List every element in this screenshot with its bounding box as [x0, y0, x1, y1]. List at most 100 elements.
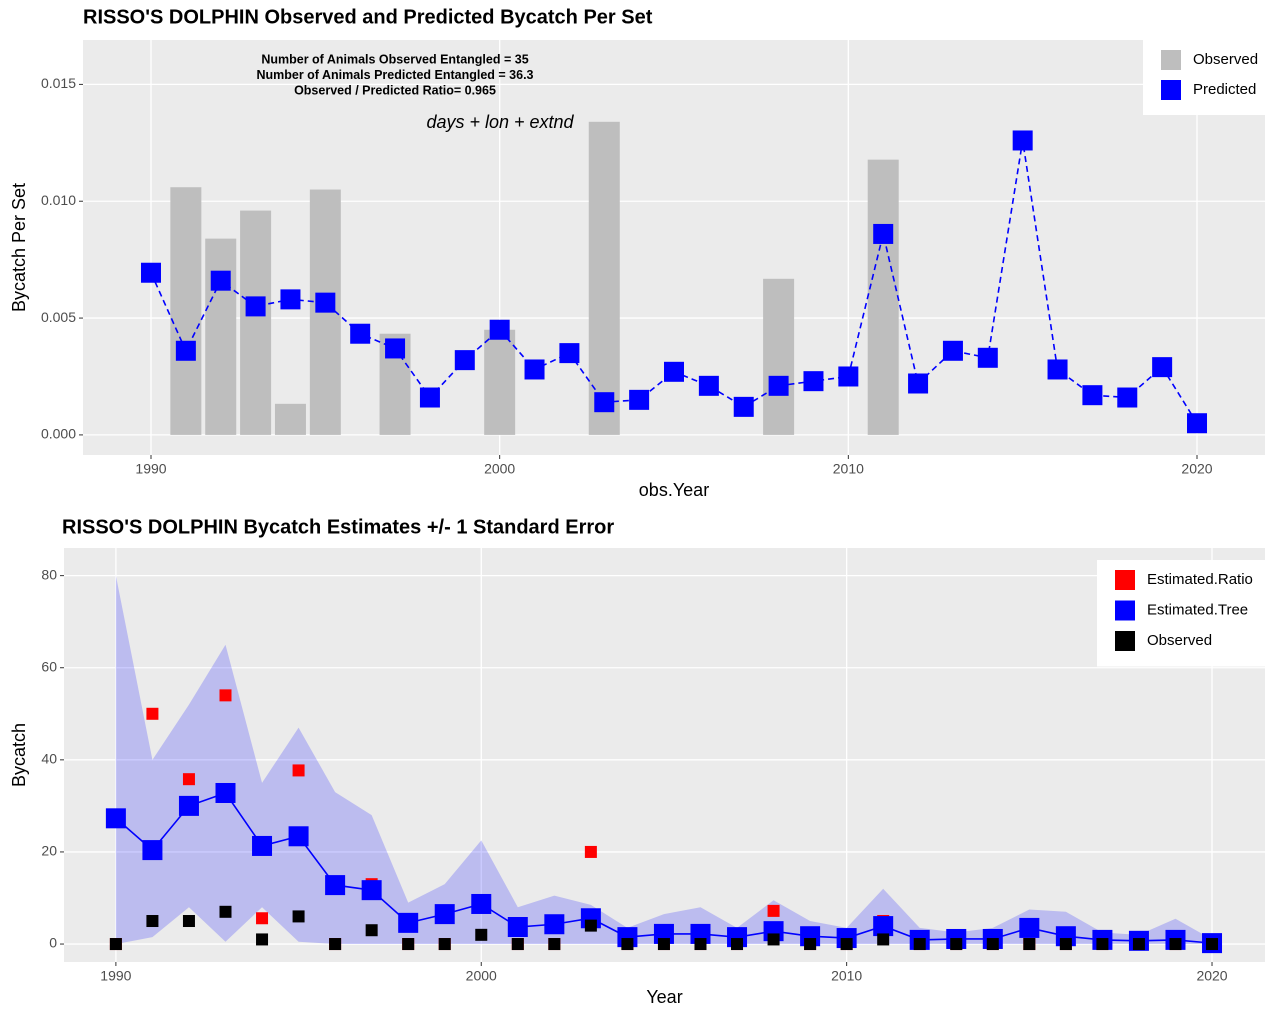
- point: [1047, 359, 1068, 380]
- point: [385, 338, 406, 359]
- point: [252, 835, 273, 856]
- plot-background: [83, 40, 1265, 455]
- point: [942, 340, 963, 361]
- point: [877, 933, 890, 946]
- point: [584, 845, 597, 858]
- annotation: Number of Animals Predicted Entangled = …: [256, 68, 533, 82]
- plot-background: [64, 548, 1265, 962]
- point: [767, 904, 780, 917]
- point: [175, 340, 196, 361]
- point: [1206, 938, 1219, 951]
- bar: [240, 210, 272, 435]
- y-tick-label: 80: [41, 566, 57, 582]
- x-tick-label: 2010: [831, 968, 862, 984]
- point: [1187, 413, 1208, 434]
- point: [1117, 387, 1138, 408]
- bar: [484, 329, 516, 435]
- point: [524, 359, 545, 380]
- point: [475, 928, 488, 941]
- legend-label: Observed: [1193, 51, 1258, 68]
- point: [178, 795, 199, 816]
- point: [256, 912, 269, 925]
- point: [146, 707, 159, 720]
- chart-title: RISSO'S DOLPHIN Bycatch Estimates +/- 1 …: [62, 516, 614, 538]
- point: [1096, 938, 1109, 951]
- point: [329, 938, 342, 951]
- point: [182, 773, 195, 786]
- point: [1132, 938, 1145, 951]
- point: [219, 689, 232, 702]
- point: [182, 915, 195, 928]
- point: [292, 764, 305, 777]
- point: [245, 296, 266, 317]
- x-axis-title: obs.Year: [639, 480, 709, 500]
- point: [105, 808, 126, 829]
- point: [419, 387, 440, 408]
- point: [454, 350, 475, 371]
- point: [1152, 357, 1173, 378]
- point: [768, 375, 789, 396]
- point: [977, 347, 998, 368]
- legend-key: [1115, 631, 1135, 651]
- point: [559, 343, 580, 364]
- point: [803, 371, 824, 392]
- point: [256, 933, 269, 946]
- x-tick-label: 1990: [100, 968, 131, 984]
- chart-title: RISSO'S DOLPHIN Observed and Predicted B…: [83, 6, 653, 28]
- point: [1169, 938, 1182, 951]
- point: [280, 289, 301, 310]
- point: [873, 916, 894, 937]
- point: [365, 924, 378, 937]
- point: [315, 292, 336, 313]
- x-tick-label: 2000: [484, 461, 515, 477]
- point: [733, 396, 754, 417]
- point: [548, 938, 561, 951]
- y-tick-label: 20: [41, 843, 57, 859]
- y-tick-label: 40: [41, 751, 57, 767]
- point: [109, 938, 122, 951]
- legend-key: [1161, 80, 1181, 100]
- point: [350, 323, 371, 344]
- point: [1019, 917, 1040, 938]
- y-tick-label: 0.015: [41, 75, 76, 91]
- point: [767, 933, 780, 946]
- point: [361, 880, 382, 901]
- point: [664, 361, 684, 382]
- annotation: Observed / Predicted Ratio= 0.965: [294, 83, 496, 97]
- point: [140, 262, 161, 283]
- point: [292, 910, 305, 923]
- point: [950, 938, 963, 951]
- point: [698, 375, 719, 396]
- y-tick-label: 0.010: [41, 192, 76, 208]
- point: [908, 373, 929, 394]
- annotation: Number of Animals Observed Entangled = 3…: [261, 52, 528, 66]
- x-tick-label: 2020: [1181, 461, 1212, 477]
- bar: [588, 121, 620, 435]
- bar: [170, 187, 202, 435]
- y-tick-label: 0.005: [41, 309, 76, 325]
- x-tick-label: 2000: [466, 968, 497, 984]
- y-tick-label: 0.000: [41, 426, 76, 442]
- formula: days + lon + extnd: [426, 112, 574, 132]
- point: [804, 938, 817, 951]
- x-tick-label: 2010: [833, 461, 864, 477]
- point: [1023, 938, 1036, 951]
- point: [434, 904, 455, 925]
- point: [621, 938, 634, 951]
- point: [629, 389, 650, 410]
- point: [913, 938, 926, 951]
- bar: [763, 278, 795, 435]
- legend-key: [1161, 50, 1181, 70]
- point: [219, 905, 232, 918]
- point: [215, 782, 236, 803]
- point: [1012, 130, 1033, 151]
- point: [584, 919, 597, 932]
- point: [840, 938, 853, 951]
- point: [325, 875, 346, 896]
- x-tick-label: 2020: [1196, 968, 1227, 984]
- point: [146, 915, 159, 928]
- point: [838, 366, 859, 387]
- point: [507, 917, 528, 938]
- legend-label: Estimated.Tree: [1147, 601, 1248, 618]
